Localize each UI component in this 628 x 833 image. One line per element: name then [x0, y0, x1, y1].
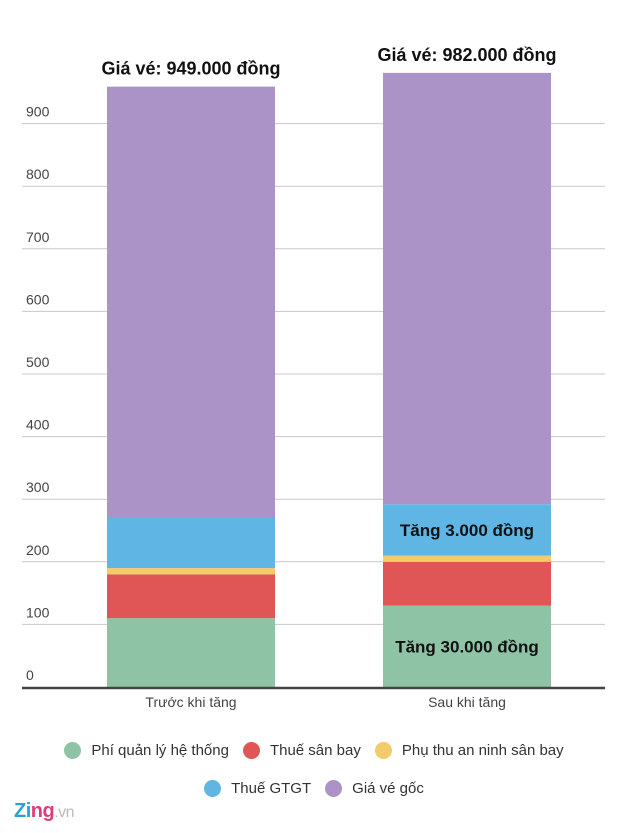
- annotation-label: Tăng 3.000 đồng: [400, 521, 534, 540]
- total-label: Giá vé: 949.000 đồng: [101, 59, 280, 79]
- legend-item: Thuế sân bay: [242, 742, 361, 759]
- bar-segment: [107, 568, 275, 575]
- zing-logo: Zing.vn: [14, 800, 75, 822]
- legend-label: Giá vé gốc: [352, 780, 424, 797]
- bar-segment: [107, 517, 275, 569]
- legend-item: Giá vé gốc: [325, 780, 424, 797]
- bar-segment: [107, 618, 275, 687]
- legend-label: Phí quản lý hệ thống: [91, 742, 229, 759]
- legend-item: Phí quản lý hệ thống: [64, 742, 229, 759]
- y-tick-label: 300: [26, 479, 50, 495]
- bar-segment: [383, 561, 551, 606]
- legend-label: Thuế GTGT: [231, 780, 312, 797]
- legend-swatch-icon: [204, 780, 222, 797]
- legend-swatch-icon: [64, 742, 82, 759]
- legend-label: Phụ thu an ninh sân bay: [401, 742, 564, 759]
- logo-suffix: .vn: [54, 804, 75, 821]
- y-tick-label: 600: [26, 291, 50, 307]
- legend-swatch-icon: [242, 742, 260, 759]
- stacked-bar-chart: 0 100 200 300 400 500 600 700 800 900 Giá vé: 949.…: [22, 45, 605, 710]
- y-tick-label: 800: [26, 166, 50, 182]
- y-tick-label: 200: [26, 542, 50, 558]
- legend-swatch-icon: [374, 742, 392, 759]
- x-tick-label: Sau khi tăng: [428, 694, 506, 710]
- legend-swatch-icon: [325, 780, 343, 797]
- y-tick-label: 0: [26, 667, 34, 683]
- y-tick-label: 900: [26, 104, 50, 120]
- annotation-label: Tăng 30.000 đồng: [395, 637, 539, 656]
- bar-segment: [383, 605, 551, 687]
- legend-label: Thuế sân bay: [269, 742, 361, 759]
- legend-item: Phụ thu an ninh sân bay: [374, 742, 564, 759]
- legend-row-2: Thuế GTGT Giá vé gốc: [0, 780, 628, 797]
- legend-item: Thuế GTGT: [204, 780, 311, 797]
- total-label: Giá vé: 982.000 đồng: [377, 45, 556, 65]
- bar-segment: [383, 555, 551, 562]
- bar-segment: [383, 504, 551, 556]
- bar-segment: [107, 574, 275, 619]
- y-tick-label: 700: [26, 229, 50, 245]
- x-tick-label: Trước khi tăng: [145, 694, 236, 710]
- legend-row-1: Phí quản lý hệ thống Thuế sân bay Phụ th…: [0, 742, 628, 759]
- y-tick-label: 100: [26, 604, 50, 620]
- bar-segment: [107, 86, 275, 518]
- y-tick-label: 500: [26, 354, 50, 370]
- y-tick-label: 400: [26, 417, 50, 433]
- bar-segment: [383, 72, 551, 505]
